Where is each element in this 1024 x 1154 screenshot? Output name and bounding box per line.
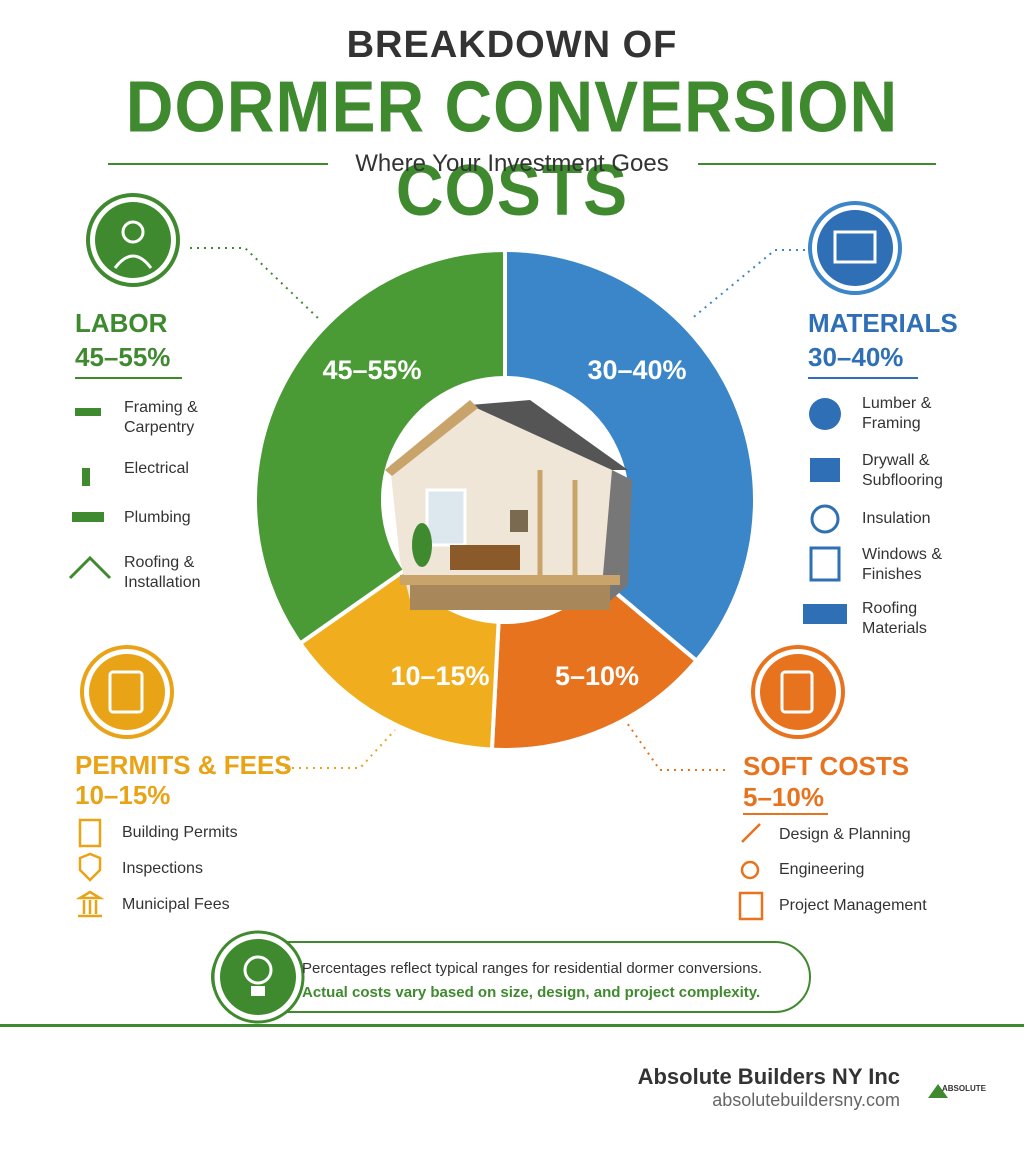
section-title: LABOR (75, 308, 168, 338)
note-line: Actual costs vary based on size, design,… (302, 984, 761, 1001)
item: Inspections (122, 860, 203, 877)
item: Plumbing (124, 509, 191, 526)
item: Project Management (779, 897, 927, 914)
subtitle: Where Your Investment Goes (355, 150, 669, 177)
company: Absolute Builders NY Inc (637, 1064, 900, 1089)
item: Insulation (862, 510, 931, 527)
segment-label: 45–55% (322, 355, 421, 385)
item: Design & Planning (779, 826, 911, 843)
section-range: 30–40% (808, 342, 904, 372)
website: absolutebuildersny.com (712, 1090, 900, 1110)
item: Framing & Carpentry (124, 399, 198, 436)
item: Building Permits (122, 824, 238, 841)
item: Lumber & Framing (862, 395, 932, 432)
donut: 30–40% 5–10% 10–15% 45–55% (253, 247, 757, 752)
kicker: BREAKDOWN OF (346, 24, 678, 66)
section-range: 5–10% (743, 782, 824, 812)
item: Roofing & Installation (124, 554, 201, 591)
item: Electrical (124, 460, 189, 477)
title: DORMER CONVERSION COSTS (125, 65, 899, 231)
section-title: SOFT COSTS (743, 751, 910, 781)
logo: ABSOLUTE (942, 1084, 986, 1093)
segment-label: 5–10% (555, 661, 639, 691)
segment-label: 30–40% (587, 355, 686, 385)
item: Drywall & Subflooring (862, 452, 943, 489)
segment-label: 10–15% (390, 661, 489, 691)
item: Windows & Finishes (862, 546, 943, 583)
section-title: MATERIALS (808, 308, 958, 338)
note-line: Percentages reflect typical ranges for r… (302, 960, 763, 977)
house-illustration (385, 400, 632, 610)
item: Roofing Materials (862, 600, 927, 637)
item: Municipal Fees (122, 896, 230, 913)
section-range: 45–55% (75, 342, 171, 372)
section-range: 10–15% (75, 780, 171, 810)
section-title: PERMITS & FEES (75, 750, 292, 780)
item: Engineering (779, 861, 865, 878)
